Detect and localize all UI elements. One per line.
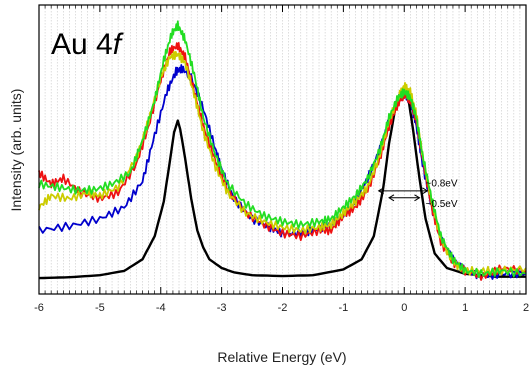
fwhm-arrow-head bbox=[422, 187, 429, 195]
gridlines bbox=[44, 5, 521, 294]
x-tick-label: -4 bbox=[156, 302, 166, 314]
series-layer bbox=[38, 20, 527, 281]
series-line bbox=[38, 90, 526, 280]
annotation-label: ~0.8eV bbox=[426, 179, 458, 190]
x-tick-label: 0 bbox=[401, 302, 407, 314]
annotation-layer: ~0.8eV ~0.5eV bbox=[377, 179, 458, 210]
x-tick-label: -3 bbox=[217, 302, 227, 314]
fwhm-arrow-head bbox=[414, 194, 421, 202]
x-tick-label: -6 bbox=[34, 302, 44, 314]
x-tick-label: 1 bbox=[462, 302, 468, 314]
fwhm-arrow-head bbox=[377, 187, 384, 195]
chart-title-italic: f bbox=[113, 28, 124, 61]
series-line bbox=[38, 20, 527, 278]
y-axis-label: Intensity (arb. units) bbox=[8, 89, 24, 212]
chart-title: Au 4f bbox=[51, 28, 124, 61]
x-tick-labels: -6 -5 -4 -3 -2 -1 0 1 2 bbox=[34, 302, 529, 314]
x-tick-label: 2 bbox=[523, 302, 529, 314]
x-tick-label: -2 bbox=[278, 302, 288, 314]
x-axis-label: Relative Energy (eV) bbox=[217, 349, 346, 365]
x-ticks bbox=[38, 5, 527, 294]
chart-title-text: Au 4 bbox=[51, 28, 113, 61]
x-tick-label: -5 bbox=[95, 302, 105, 314]
fwhm-arrow-head bbox=[388, 194, 395, 202]
x-tick-label: -1 bbox=[338, 302, 348, 314]
annotation-label: ~0.5eV bbox=[426, 199, 458, 210]
